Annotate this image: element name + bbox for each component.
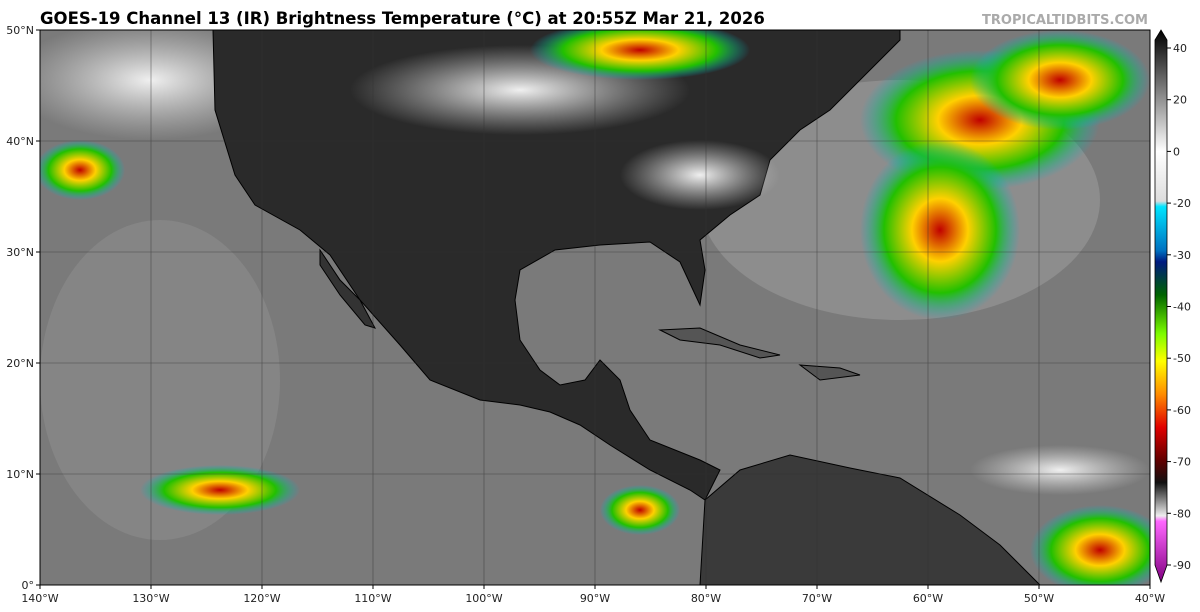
lat-label: 10°N <box>6 468 34 481</box>
colorbar-label: -60 <box>1173 404 1191 417</box>
colorbar-label: -70 <box>1173 456 1191 469</box>
lon-label: 130°W <box>132 592 169 605</box>
lon-label: 140°W <box>21 592 58 605</box>
lon-label: 40°W <box>1135 592 1165 605</box>
colorbar-label: -40 <box>1173 301 1191 314</box>
title: GOES-19 Channel 13 (IR) Brightness Tempe… <box>40 9 765 28</box>
lat-label: 20°N <box>6 357 34 370</box>
lon-label: 100°W <box>465 592 502 605</box>
colorbar-label: 20 <box>1173 94 1187 107</box>
lon-label: 110°W <box>354 592 391 605</box>
source: TROPICALTIDBITS.COM <box>982 13 1148 28</box>
lon-label: 120°W <box>243 592 280 605</box>
lon-label: 60°W <box>913 592 943 605</box>
colorbar-label: 40 <box>1173 42 1187 55</box>
lat-label: 30°N <box>6 246 34 259</box>
colorbar-label: -20 <box>1173 197 1191 210</box>
colorbar-label: -90 <box>1173 559 1191 572</box>
lon-label: 90°W <box>580 592 610 605</box>
lat-label: 50°N <box>6 24 34 37</box>
colorbar-label: -30 <box>1173 249 1191 262</box>
lat-label: 0° <box>22 579 35 592</box>
lon-label: 50°W <box>1024 592 1054 605</box>
colorbar-label: 0 <box>1173 145 1180 158</box>
colorbar-label: -80 <box>1173 507 1191 520</box>
satellite-map <box>40 30 1150 585</box>
colorbar <box>1154 29 1168 584</box>
lon-label: 80°W <box>691 592 721 605</box>
colorbar-label: -50 <box>1173 352 1191 365</box>
lon-label: 70°W <box>802 592 832 605</box>
lat-label: 40°N <box>6 135 34 148</box>
